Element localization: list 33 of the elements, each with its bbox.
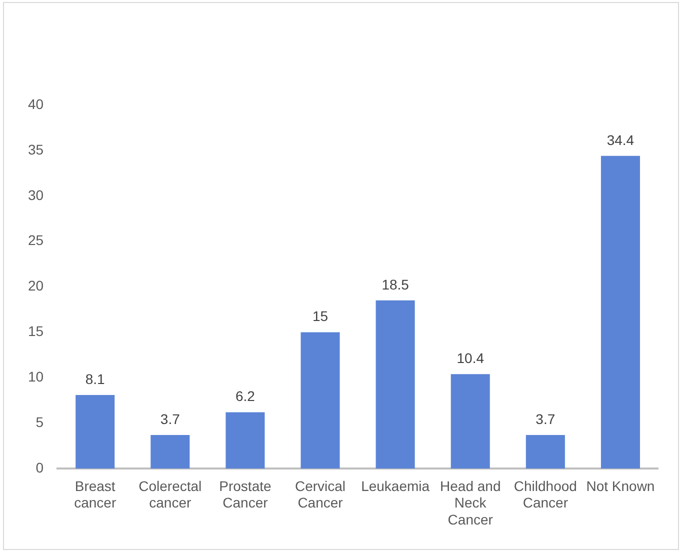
bar bbox=[226, 412, 265, 469]
data-label: 3.7 bbox=[536, 410, 556, 427]
x-tick-label: Leukaemia bbox=[361, 478, 430, 494]
bar bbox=[376, 300, 415, 469]
x-tick-label: Cervical Cancer bbox=[294, 478, 346, 511]
bar bbox=[150, 434, 190, 469]
bar bbox=[300, 332, 340, 469]
data-label: 34.4 bbox=[606, 132, 634, 148]
y-tick-label: 35 bbox=[28, 141, 44, 158]
y-tick-label: 40 bbox=[28, 96, 44, 112]
y-tick-label: 5 bbox=[36, 414, 44, 430]
data-label: 18.5 bbox=[382, 276, 410, 292]
data-label: 6.2 bbox=[235, 388, 256, 404]
data-label: 3.7 bbox=[160, 410, 180, 427]
y-tick-label: 10 bbox=[28, 368, 44, 385]
bar bbox=[526, 434, 565, 469]
data-label: 8.1 bbox=[85, 370, 106, 387]
x-tick-label: Breast cancer bbox=[74, 478, 116, 511]
x-tick-label: Head and Neck Cancer bbox=[440, 478, 501, 528]
y-tick-label: 20 bbox=[28, 278, 44, 294]
x-tick-label: Not Known bbox=[586, 478, 655, 494]
x-tick-label: Colerectal cancer bbox=[138, 478, 202, 511]
bar bbox=[450, 374, 490, 469]
x-tick-label: Childhood Cancer bbox=[514, 478, 577, 511]
y-tick-label: 0 bbox=[36, 459, 44, 476]
y-tick-label: 30 bbox=[28, 186, 44, 203]
y-tick-label: 25 bbox=[28, 232, 44, 248]
y-tick-label: 15 bbox=[28, 323, 44, 340]
bar bbox=[76, 394, 115, 469]
x-tick-label: Prostate Cancer bbox=[219, 478, 272, 511]
bar bbox=[600, 156, 640, 469]
data-label: 15 bbox=[312, 308, 328, 324]
data-label: 10.4 bbox=[456, 350, 484, 366]
